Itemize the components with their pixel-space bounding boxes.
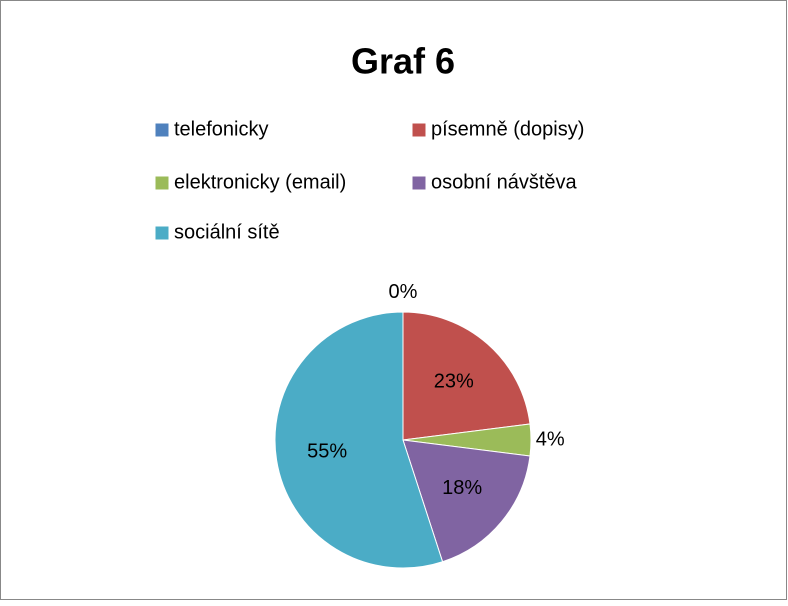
pie-slice <box>402 439 531 563</box>
legend-swatch <box>411 175 427 191</box>
legend-label: písemně (dopisy) <box>431 118 584 140</box>
pie-slice <box>274 311 444 569</box>
chart-title: Graf 6 <box>351 41 455 82</box>
legend-label: elektronicky (email) <box>174 171 346 193</box>
data-label: 4% <box>536 428 565 450</box>
legend-swatch <box>411 122 427 138</box>
legend-label: osobní návštěva <box>431 171 578 193</box>
legend-swatch <box>154 175 170 191</box>
data-label: 18% <box>442 477 482 499</box>
legend-label: sociální sítě <box>174 221 280 243</box>
data-label: 0% <box>389 281 418 303</box>
legend-swatch <box>154 122 170 138</box>
legend-label: telefonicky <box>174 118 269 140</box>
pie-slice <box>402 311 531 441</box>
data-label: 23% <box>434 371 474 393</box>
legend-swatch <box>154 225 170 241</box>
data-label: 55% <box>307 440 347 462</box>
